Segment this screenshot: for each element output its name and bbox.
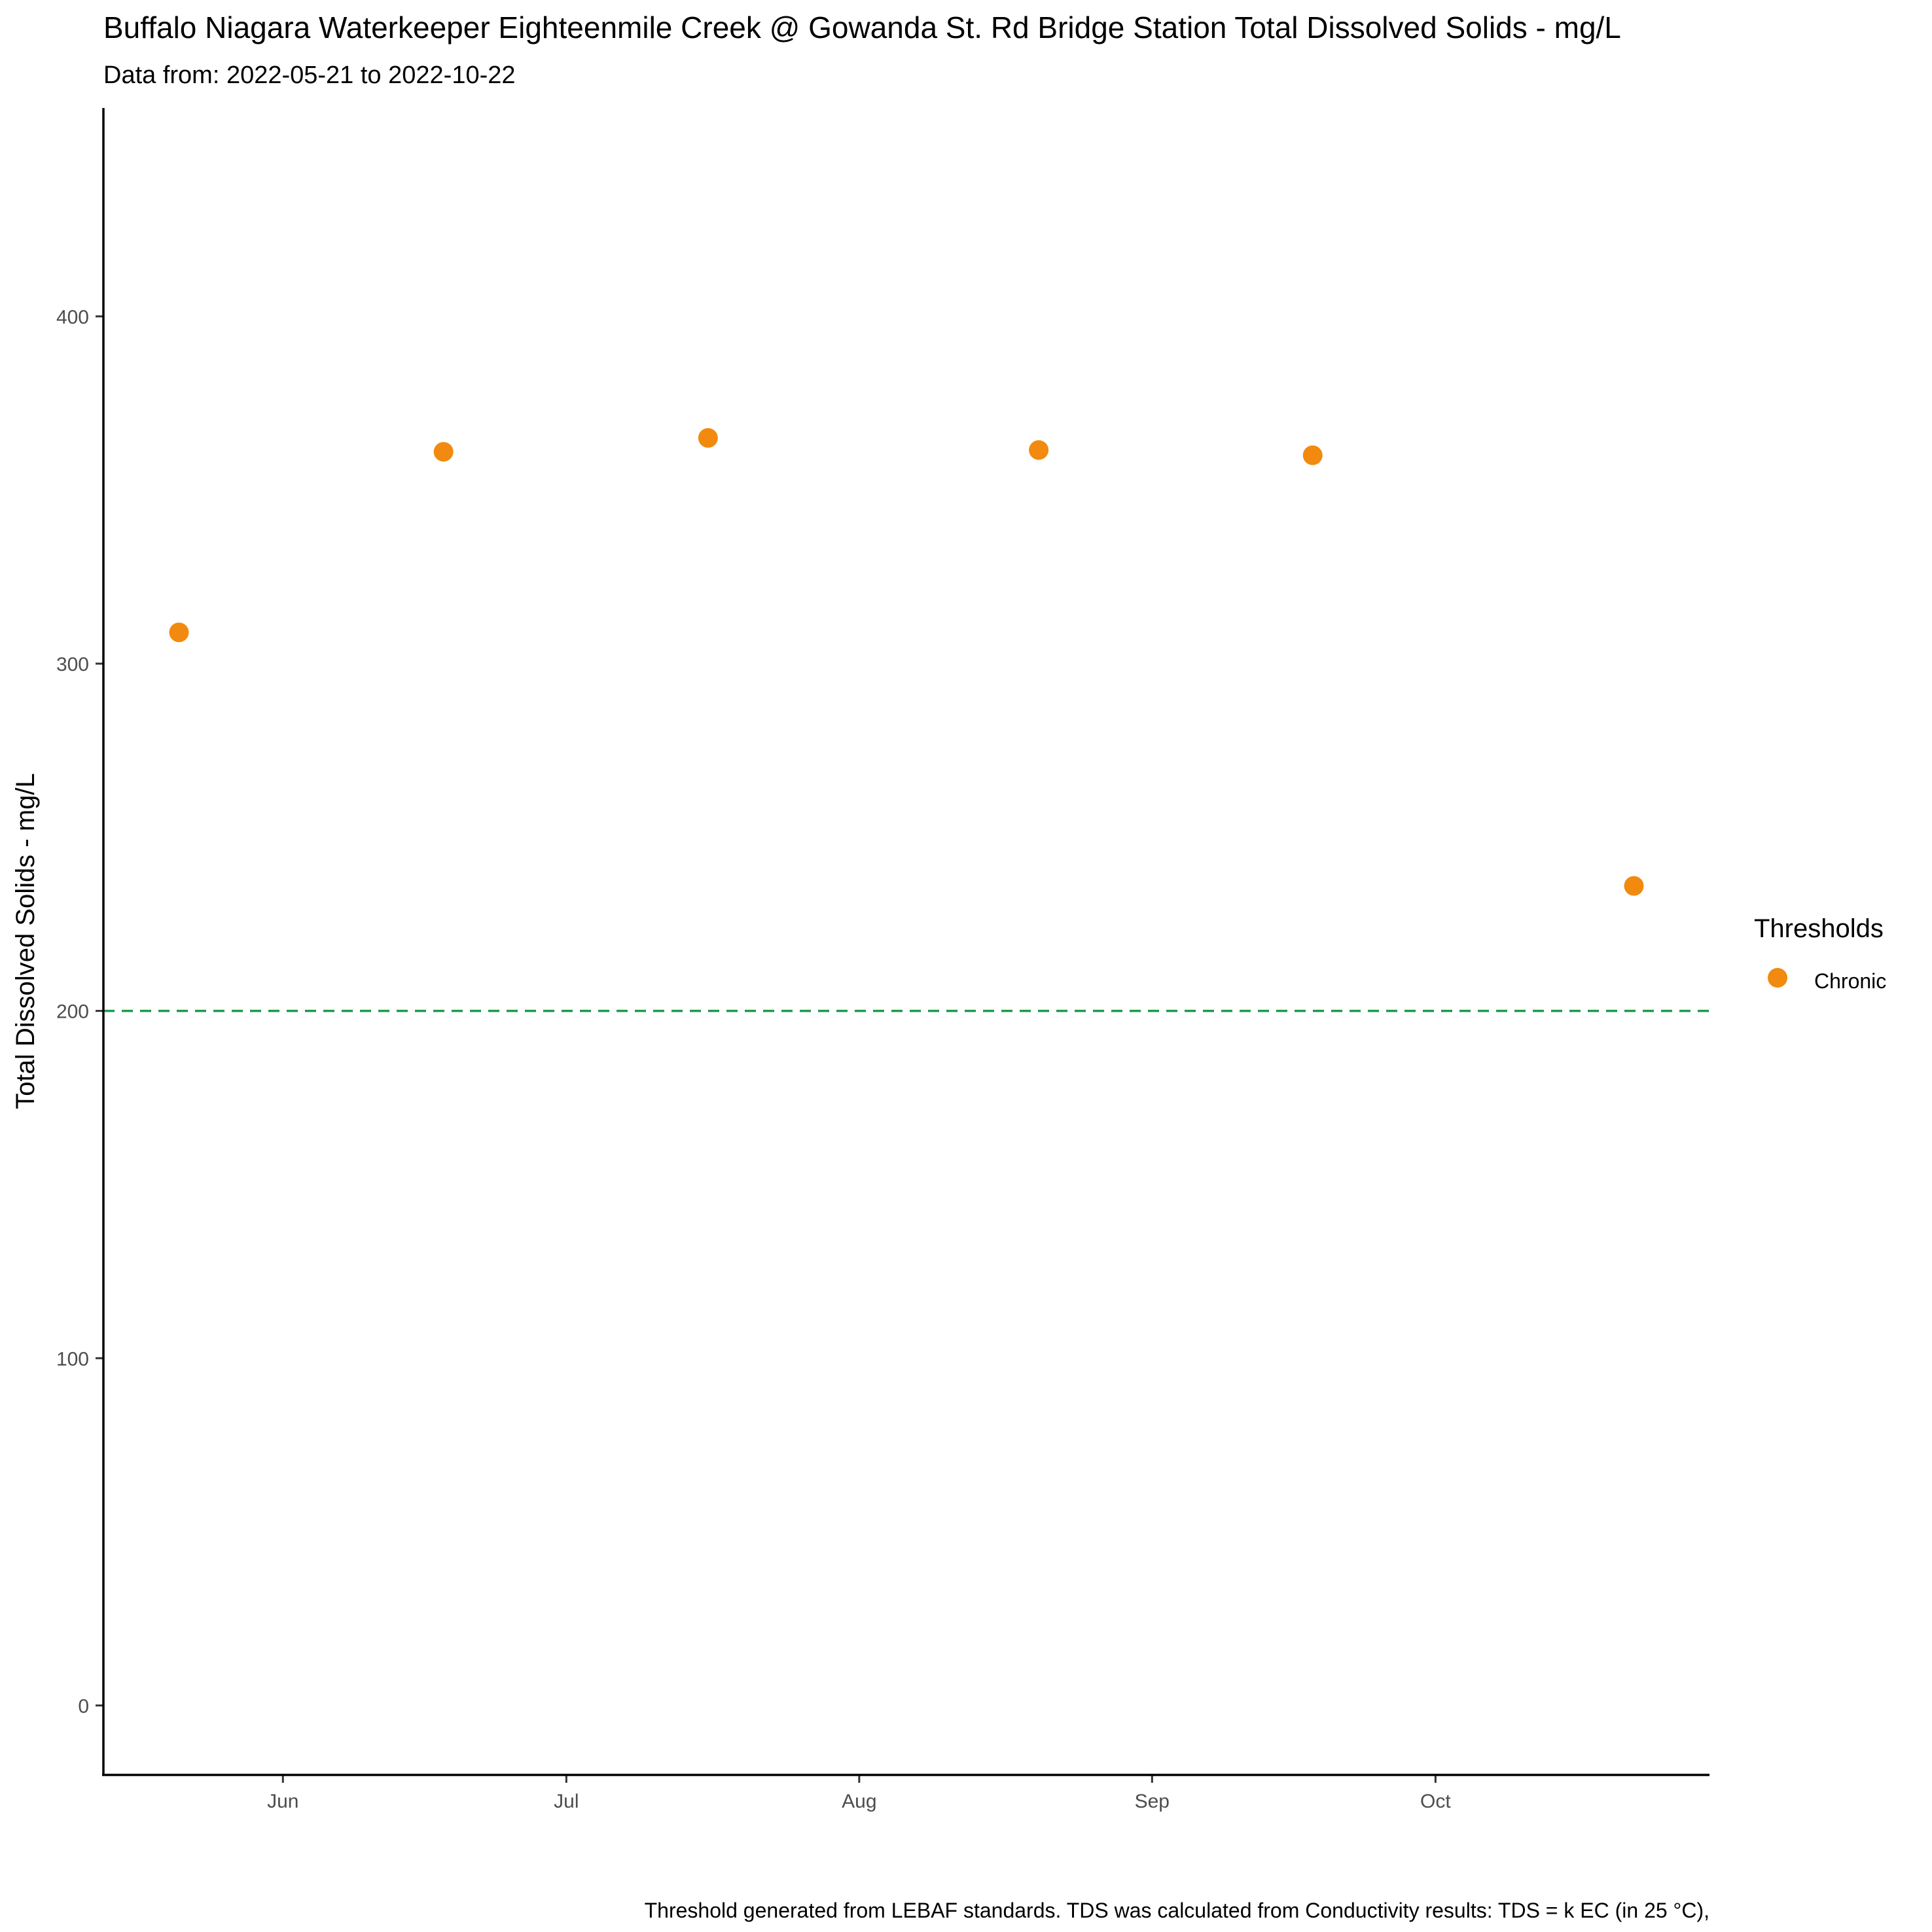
y-tick-label: 0 [78,1696,89,1717]
y-axis-title: Total Dissolved Solids - mg/L [11,773,40,1109]
chart-subtitle: Data from: 2022-05-21 to 2022-10-22 [103,62,516,89]
data-point [698,428,718,448]
y-tick-label: 200 [56,1001,89,1023]
data-point [169,622,189,643]
chart-title: Buffalo Niagara Waterkeeper Eighteenmile… [103,10,1621,45]
x-tick-label: Sep [1135,1791,1170,1812]
data-point [1624,876,1644,896]
y-tick-label: 400 [56,306,89,328]
data-point [1302,445,1323,465]
legend-key-chronic [1768,968,1787,988]
x-tick-label: Aug [842,1791,876,1812]
data-point [1029,440,1049,460]
data-point [433,442,454,462]
y-tick-label: 100 [56,1348,89,1370]
plot-area: 0 100 200 300 400 Jun Jul Aug Sep Oct [56,306,1709,1812]
y-tick-label: 300 [56,654,89,675]
caption: Threshold generated from LEBAF standards… [645,1899,1709,1922]
legend: Thresholds Chronic [1754,914,1886,993]
x-tick-label: Oct [1420,1791,1451,1812]
legend-label-chronic: Chronic [1814,969,1886,993]
x-tick-label: Jun [267,1791,298,1812]
legend-title: Thresholds [1754,914,1884,943]
x-tick-label: Jul [554,1791,579,1812]
